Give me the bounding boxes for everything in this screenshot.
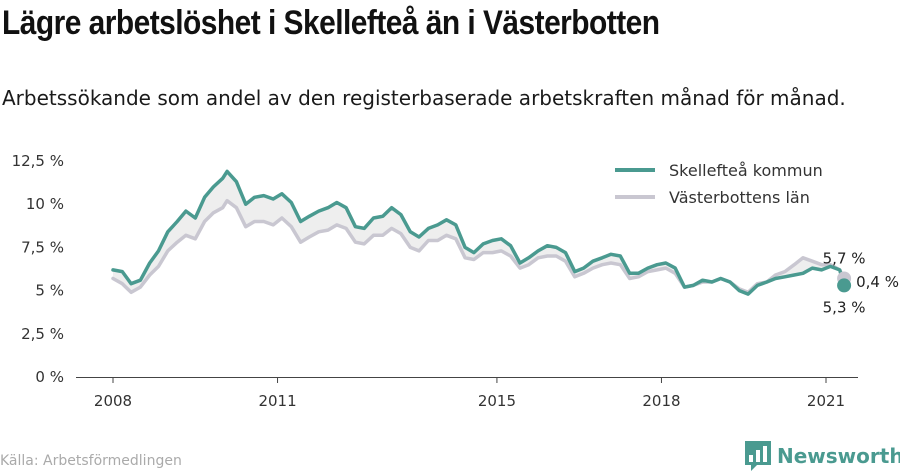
x-tick-label: 2011 bbox=[258, 392, 296, 410]
page-title: Lägre arbetslöshet i Skellefteå än i Väs… bbox=[2, 4, 660, 42]
x-tick: 2021 bbox=[807, 377, 845, 410]
x-tick-label: 2018 bbox=[642, 392, 680, 410]
x-tick: 2018 bbox=[642, 377, 681, 410]
x-tick: 2015 bbox=[478, 377, 516, 410]
legend: Skellefteå kommun Västerbottens län bbox=[610, 156, 842, 208]
x-tick-label: 2021 bbox=[807, 392, 845, 410]
brand-name: Newsworthy bbox=[777, 444, 900, 468]
y-tick: 2,5 % bbox=[21, 325, 64, 343]
end-marker-skelleftea bbox=[837, 278, 852, 293]
y-tick-label: 0 % bbox=[35, 368, 64, 386]
series-line-skelleftea bbox=[111, 169, 846, 296]
y-tick: 12,5 % bbox=[12, 152, 64, 170]
x-tick: 2008 bbox=[94, 377, 132, 410]
end-label-skelleftea: 5,3 % bbox=[823, 298, 866, 316]
y-tick: 7,5 % bbox=[21, 238, 64, 256]
y-tick-label: 10 % bbox=[26, 195, 64, 213]
y-tick-label: 2,5 % bbox=[21, 325, 64, 343]
y-tick: 0 % bbox=[35, 368, 64, 386]
legend-item: Skellefteå kommun bbox=[615, 161, 823, 180]
difference-label: 0,4 % bbox=[856, 273, 899, 291]
axis-layer: 0 % 2,5 % 5 % 7,5 % 10 % 12,5 % 2008 2011 2015 20… bbox=[12, 152, 858, 410]
legend-item: Västerbottens län bbox=[615, 188, 810, 207]
x-tick-label: 2015 bbox=[478, 392, 516, 410]
x-tick: 2011 bbox=[258, 377, 297, 410]
page-subtitle: Arbetssökande som andel av den registerb… bbox=[2, 86, 846, 110]
end-label-vasterbotten: 5,7 % bbox=[823, 250, 866, 268]
y-tick-label: 5 % bbox=[35, 282, 64, 300]
source-note: Källa: Arbetsförmedlingen bbox=[0, 453, 182, 469]
x-tick-label: 2008 bbox=[94, 392, 132, 410]
legend-background bbox=[610, 156, 842, 208]
y-tick: 10 % bbox=[26, 195, 64, 213]
y-tick-label: 7,5 % bbox=[21, 238, 64, 256]
y-tick-label: 12,5 % bbox=[12, 152, 64, 170]
legend-label: Skellefteå kommun bbox=[669, 161, 823, 180]
brand-logo: Newsworthy bbox=[745, 441, 900, 471]
label-layer: 5,7 % 5,3 % 0,4 % bbox=[823, 250, 899, 317]
series-layer bbox=[111, 169, 852, 296]
newsworthy-bars-icon bbox=[745, 441, 771, 471]
legend-label: Västerbottens län bbox=[669, 188, 810, 207]
y-tick: 5 % bbox=[35, 282, 64, 300]
